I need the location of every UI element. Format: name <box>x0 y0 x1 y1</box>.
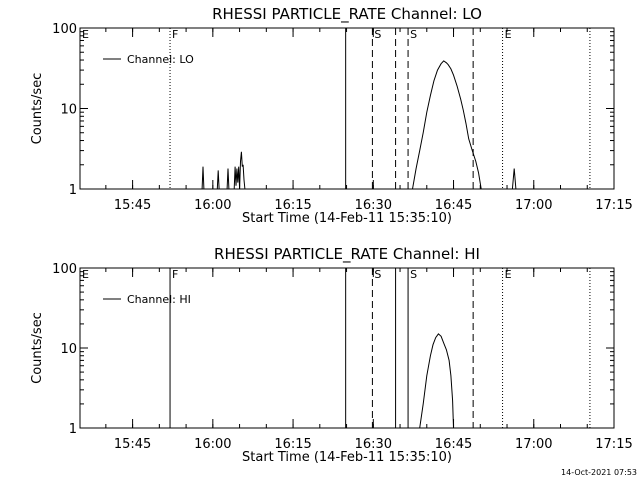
panel1-title: RHESSI PARTICLE_RATE Channel: LO <box>212 5 482 24</box>
panel1-y-axis-label: Counts/sec <box>30 73 45 145</box>
panel2-x-tick-label: 16:15 <box>274 437 311 452</box>
panel2-y-tick-label: 100 <box>52 262 77 277</box>
panel1-series-line <box>226 168 230 190</box>
panel1-x-axis-label: Start Time (14-Feb-11 15:35:10) <box>242 211 452 226</box>
panel1-event-marker-label: F <box>172 28 178 41</box>
panel1-series-line <box>511 168 517 190</box>
panel2-legend-label: Channel: HI <box>127 293 191 306</box>
panel2-x-tick-label: 16:30 <box>355 437 392 452</box>
panel2-x-axis-label: Start Time (14-Feb-11 15:35:10) <box>242 450 452 465</box>
panel2-plot-frame <box>79 267 615 429</box>
panel1-series-line <box>201 166 205 190</box>
panel1-series-line <box>216 170 220 190</box>
panel2-x-tick-label: 17:00 <box>515 437 552 452</box>
panel2-y-tick-label: 1 <box>69 422 77 437</box>
panel1-y-tick-label: 10 <box>60 103 77 118</box>
panel2-y-tick-label: 10 <box>60 342 77 357</box>
panel1-x-tick-label: 17:15 <box>595 198 632 213</box>
panel1-legend-label: Channel: LO <box>127 53 194 66</box>
panel1-x-tick-label: 17:00 <box>515 198 552 213</box>
panel2-event-marker-label: S <box>410 268 417 281</box>
panel2-x-tick-label: 17:15 <box>595 437 632 452</box>
panel1-x-tick-label: 16:45 <box>435 198 472 213</box>
panel2-series-line <box>419 333 454 429</box>
panel1-y-tick-label: 1 <box>69 183 77 198</box>
panel2-event-marker-label: F <box>172 268 178 281</box>
panel1-y-tick-label: 100 <box>52 22 77 37</box>
panel1-series-line <box>233 151 246 190</box>
footer-timestamp: 14-Oct-2021 07:53 <box>561 468 637 477</box>
panel1-series-line <box>412 60 482 190</box>
panel1-x-tick-label: 15:45 <box>114 198 151 213</box>
panel1-event-marker-label: S <box>410 28 417 41</box>
panel2-title: RHESSI PARTICLE_RATE Channel: HI <box>214 245 480 264</box>
panel2-event-marker-label: S <box>374 268 381 281</box>
panel2-event-marker-label: E <box>505 268 512 281</box>
panel1-edge-marker-label: E <box>82 28 89 41</box>
panel1-x-tick-label: 16:00 <box>194 198 231 213</box>
panel2-y-axis-label: Counts/sec <box>30 312 45 384</box>
panel2-x-tick-label: 16:00 <box>194 437 231 452</box>
panel1-event-marker-label: E <box>505 28 512 41</box>
panel1-event-marker-label: S <box>374 28 381 41</box>
panel1-x-tick-label: 16:30 <box>355 198 392 213</box>
panel2-x-tick-label: 16:45 <box>435 437 472 452</box>
panel1-x-tick-label: 16:15 <box>274 198 311 213</box>
panel2-x-tick-label: 15:45 <box>114 437 151 452</box>
panel2-edge-marker-label: E <box>82 268 89 281</box>
